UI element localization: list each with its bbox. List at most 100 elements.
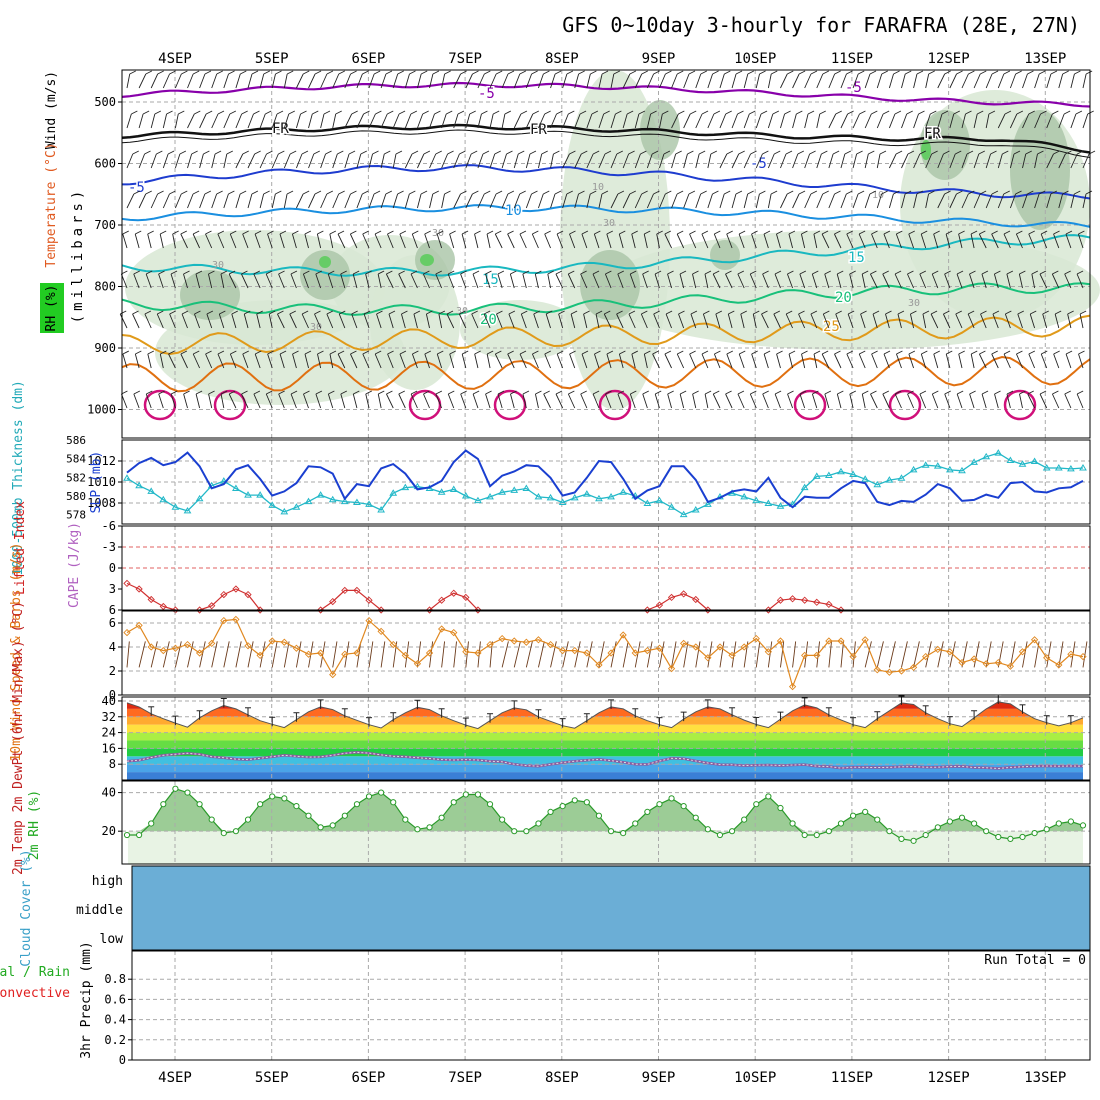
rh-contour-label: 30: [212, 260, 224, 271]
wind-barb-flag: [387, 110, 394, 115]
wind-barb-flag: [977, 110, 984, 115]
wind-barb-flag: [1063, 110, 1071, 115]
wind-10m-barb: [646, 641, 653, 668]
rh-shade-max: [420, 254, 434, 266]
wind-barb-flag: [921, 230, 928, 235]
wind-barb: [424, 353, 430, 369]
thickness-point: [1006, 456, 1015, 464]
wind-barb-flag: [846, 190, 853, 195]
wind-barb: [424, 233, 430, 249]
wind-10m-barb: [622, 641, 629, 668]
lifted-tick-label: 3: [109, 582, 116, 596]
wind-barb: [598, 153, 606, 169]
wind-10m-barb: [780, 641, 785, 668]
wind-barb: [320, 113, 325, 129]
wind-barb: [979, 353, 987, 369]
wind-barb-flag: [896, 350, 903, 355]
thickness-point: [679, 510, 688, 518]
wind-barb-flag: [312, 110, 319, 115]
lifted-index-point: [788, 595, 797, 603]
wind-speed-point: [365, 616, 373, 625]
wind-barb-flag: [857, 190, 865, 195]
wind-barb: [799, 393, 806, 409]
wind-barb-flag: [1016, 350, 1023, 355]
wind-barb: [610, 113, 616, 129]
wind-barb: [538, 113, 546, 129]
wind-barb: [643, 353, 648, 369]
wind-barb: [985, 153, 991, 169]
wind-barb: [629, 393, 636, 409]
wind-barb: [704, 393, 709, 409]
wind-barb-flag: [435, 150, 442, 155]
wind-barb: [489, 113, 494, 129]
temp-tick-label: 16: [102, 741, 116, 755]
wind-barb: [961, 153, 968, 169]
wind-speed-point: [135, 621, 143, 630]
isotherm-label: FR: [530, 122, 547, 138]
wind-barb-flag: [507, 350, 514, 355]
wind-barb-flag: [317, 350, 324, 355]
wind-barb: [970, 233, 975, 249]
wind-barb: [937, 113, 943, 129]
wind-barb-flag: [217, 230, 225, 235]
rh2m-point: [1043, 826, 1050, 833]
wind-barb: [907, 273, 914, 289]
wind-barb: [652, 353, 660, 369]
wind-barb: [377, 273, 382, 289]
wind-10m-barb: [295, 641, 302, 668]
wind-barb-flag: [486, 350, 494, 355]
wind-barb: [931, 393, 939, 409]
wind-barb-flag: [194, 110, 201, 115]
wind-barb-flag: [862, 390, 869, 395]
wind-barb: [828, 193, 835, 209]
rh2m-point: [886, 828, 893, 835]
wind-barb-flag: [157, 310, 164, 315]
wind-barb-flag: [521, 310, 528, 315]
wind-barb-flag: [437, 350, 444, 355]
thickness-point: [933, 462, 942, 469]
wind-barb: [187, 193, 194, 209]
thickness-point: [171, 503, 180, 510]
temp-band: [127, 740, 1083, 749]
wind-barb: [199, 113, 207, 129]
wind-barb: [871, 353, 878, 369]
wind-speed-point: [897, 667, 906, 675]
wind-barb: [558, 313, 564, 329]
wind-barb: [634, 153, 641, 169]
wind-barb-flag: [432, 70, 440, 75]
wind-barb: [574, 193, 579, 209]
wind-barb-flag: [676, 230, 684, 235]
wind-barb: [1003, 353, 1011, 369]
wind-barb: [513, 153, 519, 169]
wind-barb-flag: [377, 270, 385, 275]
isotherm-label: 15: [848, 250, 865, 266]
wind-barb: [192, 353, 201, 369]
wind-barb-flag: [328, 390, 335, 395]
wind-barb-flag: [205, 350, 212, 355]
thickness-point: [534, 492, 543, 500]
wind-barb: [861, 393, 866, 409]
rh2m-point: [438, 814, 445, 821]
wind-barb-flag: [410, 390, 418, 395]
wind-barb-flag: [205, 110, 213, 115]
wind-barb: [1058, 193, 1063, 209]
wind-barb-flag: [424, 230, 431, 235]
wind-barb: [836, 393, 842, 409]
wind-barb: [762, 273, 769, 289]
dewpoint-line-inner: [126, 751, 1084, 770]
wind-barb-flag: [242, 350, 249, 355]
temp-band: [127, 732, 1083, 741]
wind-barb: [828, 153, 834, 169]
wind-barb-flag: [978, 150, 985, 155]
wind-10m-barb: [1046, 641, 1052, 668]
wind-speed-point: [377, 627, 385, 636]
rh2m-point: [160, 801, 167, 808]
day-label-bottom: 10SEP: [734, 1070, 776, 1086]
wind-barb-flag: [796, 110, 803, 115]
wind-barb: [508, 313, 515, 329]
wind-barb: [792, 153, 799, 169]
wind-barb: [606, 233, 612, 249]
wind-barb: [138, 73, 147, 89]
wind-barb-flag: [594, 230, 601, 235]
wind-barb: [755, 193, 760, 209]
